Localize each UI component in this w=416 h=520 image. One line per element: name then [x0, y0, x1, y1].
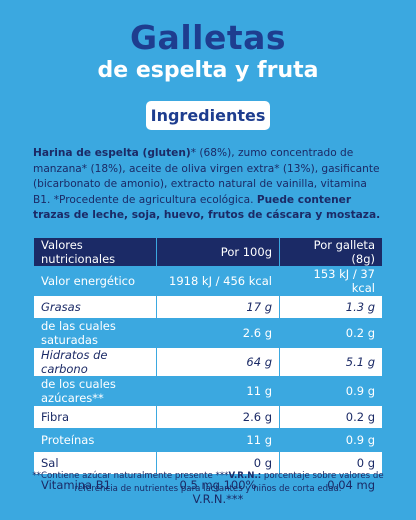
label-cell: de las cuales saturadas: [33, 318, 157, 348]
label-cell: Grasas: [33, 295, 157, 319]
table-row: Valor energético 1918 kJ / 456 kcal 153 kJ…: [33, 266, 383, 296]
value-cell: 5.1 g: [279, 347, 383, 377]
bold-text: V.R.N.:: [228, 471, 262, 481]
ingredients-heading: Ingredientes: [146, 101, 270, 130]
column-header: Valores nutricionales: [33, 237, 157, 267]
column-header: Por 100g: [156, 237, 280, 267]
value-cell: 64 g: [156, 347, 280, 377]
label-cell: Hidratos de carbono: [33, 347, 157, 377]
table-row: Proteínas 11 g 0.9 g: [33, 428, 383, 452]
label-cell: Proteínas: [33, 428, 157, 452]
column-header: Por galleta (8g): [279, 237, 383, 267]
text: porcentaje sobre valores de referencia d…: [74, 471, 384, 494]
value-cell: 0.2 g: [279, 405, 383, 429]
label-cell: Fibra: [33, 405, 157, 429]
label-cell: de los cuales azúcares**: [33, 376, 157, 406]
title: Galletas: [129, 18, 287, 57]
table-header: Valores nutricionales Por 100g Por galleta…: [33, 237, 383, 267]
table-row: Hidratos de carbono 64 g 5.1 g: [33, 347, 383, 377]
value-cell: 0 g: [279, 451, 383, 475]
value-cell: 1918 kJ / 456 kcal: [156, 266, 280, 296]
subtitle: de espelta y fruta: [97, 58, 319, 83]
label-cell: Sal: [33, 451, 157, 475]
value-cell: 11 g: [156, 428, 280, 452]
value-cell: 2.6 g: [156, 405, 280, 429]
value-cell: 0.5 mg 100% V.R.N.***: [156, 474, 280, 511]
label-cell: Valor energético: [33, 266, 157, 296]
text: **Contiene azúcar naturalmente presente …: [32, 471, 229, 481]
table-row: de las cuales saturadas 2.6 g 0.2 g: [33, 318, 383, 348]
value-cell: 0.9 g: [279, 376, 383, 406]
value-cell: 153 kJ / 37 kcal: [279, 266, 383, 296]
ingredients-text: Harina de espelta (gluten)* (68%), zumo …: [33, 146, 385, 224]
value-cell: 11 g: [156, 376, 280, 406]
table-row: Fibra 2.6 g 0.2 g: [33, 405, 383, 429]
table-row: de los cuales azúcares** 11 g 0.9 g: [33, 376, 383, 406]
value-cell: 1.3 g: [279, 295, 383, 319]
value-cell: 17 g: [156, 295, 280, 319]
label-cell: Vitamina B1: [33, 474, 157, 511]
value-cell: 2.6 g: [156, 318, 280, 348]
text: * (68%), zumo concentrado de manzana* (1…: [33, 147, 380, 206]
value-cell: 0.04 mg: [279, 474, 383, 511]
value-cell: 0.9 g: [279, 428, 383, 452]
table-row: Vitamina B1 0.5 mg 100% V.R.N.*** 0.04 mg: [33, 474, 383, 511]
footnote: **Contiene azúcar naturalmente presente …: [20, 470, 396, 496]
nutrition-table: Valores nutricionales Por 100g Por galleta…: [33, 237, 383, 511]
bold-text: Harina de espelta (gluten): [33, 147, 191, 159]
table-row: Grasas 17 g 1.3 g: [33, 295, 383, 319]
bold-text: Puede contener trazas de leche, soja, hu…: [33, 193, 381, 222]
value-cell: 0.2 g: [279, 318, 383, 348]
